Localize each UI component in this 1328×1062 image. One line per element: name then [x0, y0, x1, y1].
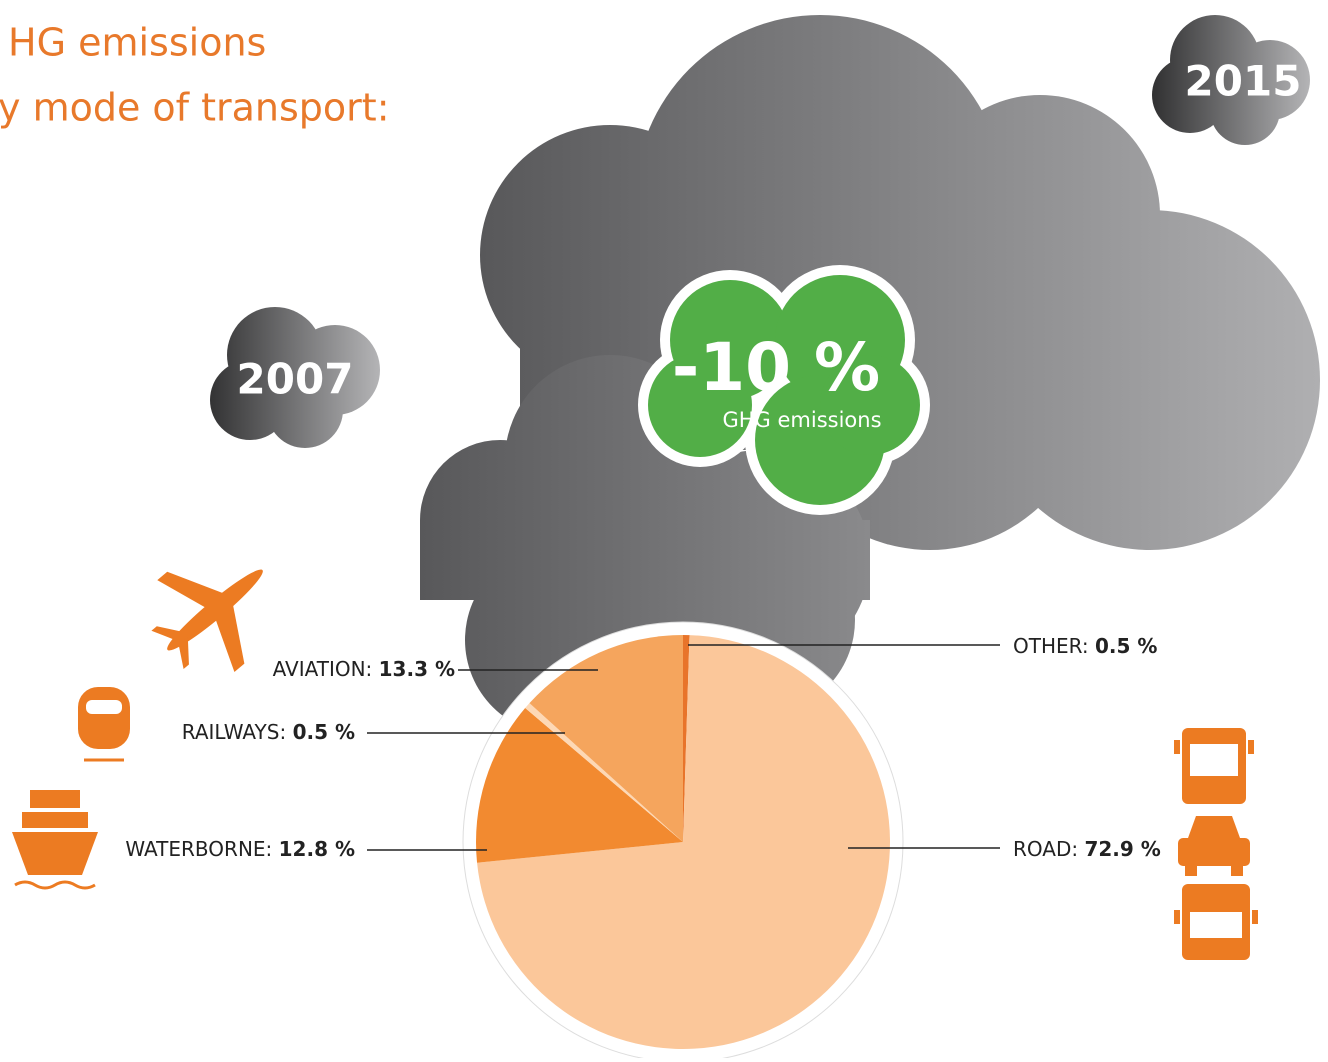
value-label: 13.3 % [379, 657, 455, 681]
slice-label: AVIATION: 13.3 % [273, 657, 455, 681]
waterborne-icon [12, 790, 98, 888]
title-line: HG emissions [8, 21, 266, 65]
category-name: OTHER: [1013, 634, 1089, 658]
change-caption: GHG emissions [722, 408, 881, 432]
infographic: -10 % GHG emissions 2015 2007 HG emissio… [0, 0, 1328, 1058]
slice-label: RAILWAYS: 0.5 % [182, 720, 355, 744]
category-name: WATERBORNE: [125, 837, 272, 861]
category-name: RAILWAYS: [182, 720, 286, 744]
value-label: 0.5 % [293, 720, 355, 744]
railways-icon [78, 687, 130, 760]
road-icon-car [1178, 816, 1250, 876]
road-icon-truck [1174, 884, 1258, 960]
value-label: 72.9 % [1084, 837, 1160, 861]
value-label: 12.8 % [279, 837, 355, 861]
title-line: y mode of transport: [0, 86, 390, 130]
slice-label: OTHER: 0.5 % [1013, 634, 1157, 658]
year-2007: 2007 [237, 355, 354, 404]
slice-label: ROAD: 72.9 % [1013, 837, 1161, 861]
change-value: -10 % [672, 329, 880, 406]
category-name: AVIATION: [273, 657, 373, 681]
slice-label: WATERBORNE: 12.8 % [125, 837, 355, 861]
year-2015: 2015 [1185, 57, 1302, 106]
category-name: ROAD: [1013, 837, 1078, 861]
value-label: 0.5 % [1095, 634, 1157, 658]
road-icon-bus [1174, 728, 1254, 804]
